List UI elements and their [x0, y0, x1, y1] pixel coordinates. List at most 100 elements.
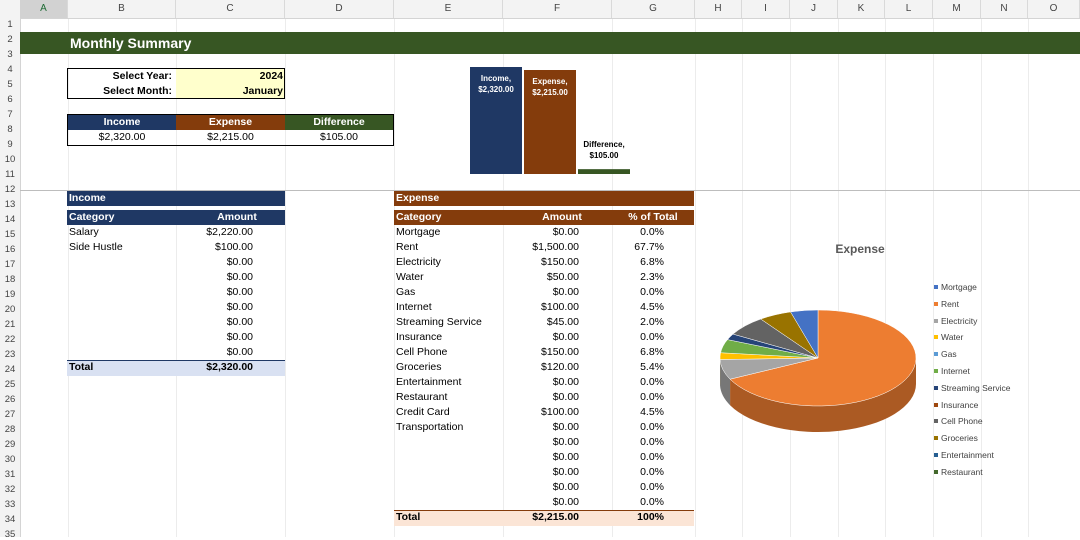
month-label: Select Month:	[70, 84, 172, 99]
expense-row-amount: $0.00	[494, 420, 579, 435]
expense-row-amount: $100.00	[494, 405, 579, 420]
row-header-27[interactable]: 27	[0, 409, 20, 420]
legend-item[interactable]: Water	[941, 330, 963, 345]
legend-swatch	[934, 285, 938, 289]
row-header-14[interactable]: 14	[0, 214, 20, 225]
bar-expense-label2: $2,215.00	[532, 88, 568, 97]
column-header-b[interactable]: B	[68, 0, 176, 18]
legend-item[interactable]: Streaming Service	[941, 381, 1010, 396]
column-header-f[interactable]: F	[503, 0, 612, 18]
expense-row-category: Cell Phone	[396, 345, 447, 360]
summary-difference-header: Difference	[285, 115, 393, 130]
row-header-5[interactable]: 5	[0, 79, 20, 90]
row-header-13[interactable]: 13	[0, 199, 20, 210]
summary-difference-value: $105.00	[285, 130, 393, 145]
expense-row-amount: $0.00	[494, 450, 579, 465]
income-row-amount: $0.00	[167, 285, 253, 300]
row-header-9[interactable]: 9	[0, 139, 20, 150]
row-header-4[interactable]: 4	[0, 64, 20, 75]
legend-swatch	[934, 386, 938, 390]
legend-item[interactable]: Groceries	[941, 431, 978, 446]
row-header-15[interactable]: 15	[0, 229, 20, 240]
column-header-i[interactable]: I	[742, 0, 790, 18]
column-header-a[interactable]: A	[20, 0, 68, 18]
row-header-24[interactable]: 24	[0, 364, 20, 375]
bar-difference[interactable]	[578, 169, 630, 174]
legend-item[interactable]: Rent	[941, 297, 959, 312]
summary-expense-header: Expense	[176, 115, 285, 130]
expense-row-percent: 6.8%	[604, 255, 664, 270]
legend-swatch	[934, 470, 938, 474]
row-header-35[interactable]: 35	[0, 529, 20, 540]
row-header-22[interactable]: 22	[0, 334, 20, 345]
column-header-n[interactable]: N	[981, 0, 1028, 18]
row-header-16[interactable]: 16	[0, 244, 20, 255]
row-header-19[interactable]: 19	[0, 289, 20, 300]
row-header-21[interactable]: 21	[0, 319, 20, 330]
expense-section-title: Expense	[396, 191, 439, 206]
bar-difference-label1: Difference,	[583, 140, 624, 149]
row-header-29[interactable]: 29	[0, 439, 20, 450]
row-header-10[interactable]: 10	[0, 154, 20, 165]
income-header-amount: Amount	[187, 210, 287, 225]
row-header-31[interactable]: 31	[0, 469, 20, 480]
row-header-33[interactable]: 33	[0, 499, 20, 510]
month-value[interactable]: January	[178, 84, 283, 99]
expense-row-percent: 67.7%	[604, 240, 664, 255]
row-header-2[interactable]: 2	[0, 34, 20, 45]
row-header-34[interactable]: 34	[0, 514, 20, 525]
column-header-m[interactable]: M	[933, 0, 981, 18]
expense-row-category: Groceries	[396, 360, 442, 375]
row-header-3[interactable]: 3	[0, 49, 20, 60]
expense-row-category: Electricity	[396, 255, 441, 270]
legend-item[interactable]: Restaurant	[941, 465, 983, 480]
bar-income[interactable]	[470, 67, 522, 174]
legend-item[interactable]: Entertainment	[941, 448, 994, 463]
row-header-1[interactable]: 1	[0, 19, 20, 30]
expense-row-amount: $0.00	[494, 375, 579, 390]
row-header-11[interactable]: 11	[0, 169, 20, 180]
legend-item[interactable]: Cell Phone	[941, 414, 983, 429]
legend-item[interactable]: Electricity	[941, 314, 977, 329]
column-header-k[interactable]: K	[838, 0, 885, 18]
legend-item[interactable]: Gas	[941, 347, 957, 362]
expense-row-category: Water	[396, 270, 424, 285]
column-header-g[interactable]: G	[612, 0, 695, 18]
row-header-20[interactable]: 20	[0, 304, 20, 315]
expense-row-category: Credit Card	[396, 405, 450, 420]
column-header-e[interactable]: E	[394, 0, 503, 18]
sheet-title: Monthly Summary	[70, 35, 191, 51]
row-header-18[interactable]: 18	[0, 274, 20, 285]
expense-row-category: Gas	[396, 285, 415, 300]
row-header-28[interactable]: 28	[0, 424, 20, 435]
row-header-17[interactable]: 17	[0, 259, 20, 270]
expense-row-category: Insurance	[396, 330, 442, 345]
column-header-l[interactable]: L	[885, 0, 933, 18]
column-header-c[interactable]: C	[176, 0, 285, 18]
legend-item[interactable]: Internet	[941, 364, 970, 379]
row-header-6[interactable]: 6	[0, 94, 20, 105]
column-header-d[interactable]: D	[285, 0, 394, 18]
expense-row-amount: $0.00	[494, 495, 579, 510]
row-header-30[interactable]: 30	[0, 454, 20, 465]
legend-item[interactable]: Insurance	[941, 398, 978, 413]
column-header-j[interactable]: J	[790, 0, 838, 18]
row-header-26[interactable]: 26	[0, 394, 20, 405]
column-header-o[interactable]: O	[1028, 0, 1080, 18]
column-header-h[interactable]: H	[695, 0, 742, 18]
expense-row-amount: $45.00	[494, 315, 579, 330]
legend-item[interactable]: Mortgage	[941, 280, 977, 295]
row-header-8[interactable]: 8	[0, 124, 20, 135]
row-header-7[interactable]: 7	[0, 109, 20, 120]
row-header-32[interactable]: 32	[0, 484, 20, 495]
row-header-23[interactable]: 23	[0, 349, 20, 360]
expense-row-amount: $150.00	[494, 255, 579, 270]
expense-row-percent: 0.0%	[604, 225, 664, 240]
expense-row-percent: 0.0%	[604, 480, 664, 495]
year-value[interactable]: 2024	[178, 69, 283, 84]
row-header-25[interactable]: 25	[0, 379, 20, 390]
row-header-12[interactable]: 12	[0, 184, 20, 195]
